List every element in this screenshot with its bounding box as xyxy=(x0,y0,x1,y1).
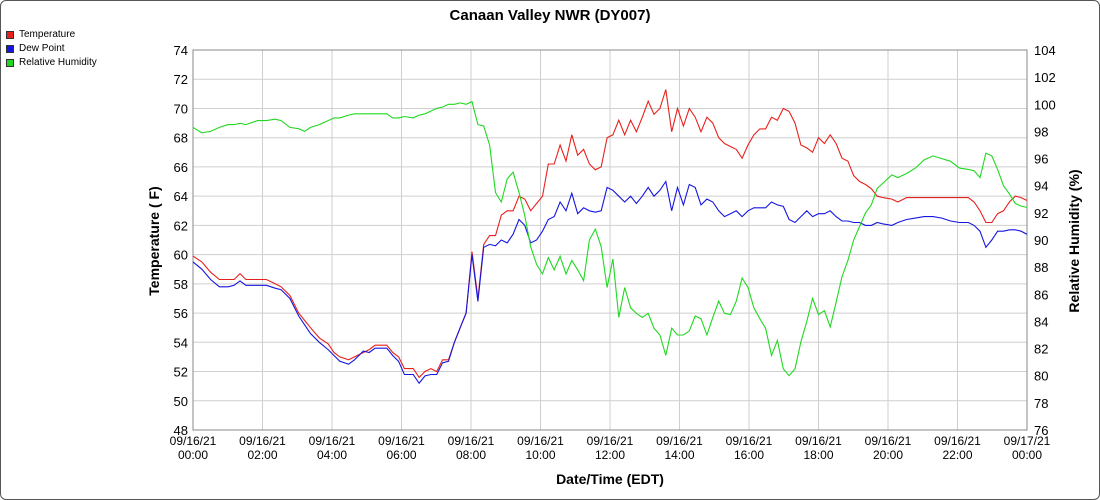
y-left-tick-label: 54 xyxy=(174,335,188,350)
y-left-tick-label: 70 xyxy=(174,101,188,116)
legend-label-dew-point: Dew Point xyxy=(19,43,65,54)
legend-item-dew-point: Dew Point xyxy=(6,43,65,54)
x-tick-time-label: 08:00 xyxy=(456,448,486,462)
y-left-tick-label: 60 xyxy=(174,248,188,263)
y-right-tick-label: 100 xyxy=(1034,97,1056,112)
x-tick-time-label: 10:00 xyxy=(525,448,555,462)
series-line-relative-humidity xyxy=(192,100,1028,377)
x-axis-title: Date/Time (EDT) xyxy=(556,471,664,487)
x-tick-time-label: 16:00 xyxy=(734,448,764,462)
x-tick-date-label: 09/16/21 xyxy=(587,434,634,448)
y-right-tick-label: 88 xyxy=(1034,260,1048,275)
y-right-tick-label: 84 xyxy=(1034,314,1048,329)
y-axis-title-right: Relative Humidity (%) xyxy=(1066,169,1082,312)
y-left-tick-label: 58 xyxy=(174,277,188,292)
y-axis-title-left: Temperature ( F) xyxy=(146,186,162,295)
x-tick-date-label: 09/16/21 xyxy=(448,434,495,448)
legend-swatch-relative-humidity xyxy=(6,58,14,67)
y-left-tick-label: 68 xyxy=(174,131,188,146)
legend-swatch-temperature xyxy=(6,30,14,39)
y-right-tick-label: 82 xyxy=(1034,342,1048,357)
y-left-tick-label: 74 xyxy=(174,43,188,58)
series-lines xyxy=(192,89,1028,385)
x-tick-time-label: 02:00 xyxy=(247,448,277,462)
x-tick-date-label: 09/16/21 xyxy=(726,434,773,448)
y-right-tick-label: 92 xyxy=(1034,206,1048,221)
x-tick-time-label: 06:00 xyxy=(386,448,416,462)
x-tick-date-label: 09/16/21 xyxy=(934,434,981,448)
series-line-dew-point xyxy=(192,180,1028,385)
x-tick-time-label: 22:00 xyxy=(942,448,972,462)
y-right-tick-label: 104 xyxy=(1034,43,1056,58)
y-left-tick-label: 72 xyxy=(174,72,188,87)
axes: 48 50 52 54 56 58 60 62 64 66 68 70 72 74 76 78 80 82 84 86… xyxy=(170,43,1056,462)
x-tick-date-label: 09/16/21 xyxy=(170,434,217,448)
legend-swatch-dew-point xyxy=(6,44,14,53)
y-right-tick-label: 86 xyxy=(1034,287,1048,302)
legend-label-relative-humidity: Relative Humidity xyxy=(19,57,97,68)
x-tick-date-label: 09/16/21 xyxy=(517,434,564,448)
x-tick-date-label: 09/16/21 xyxy=(865,434,912,448)
y-right-tick-label: 96 xyxy=(1034,152,1048,167)
y-right-tick-label: 98 xyxy=(1034,124,1048,139)
y-left-tick-label: 66 xyxy=(174,160,188,175)
chart-title: Canaan Valley NWR (DY007) xyxy=(450,7,651,24)
y-left-tick-label: 52 xyxy=(174,365,188,380)
y-right-tick-label: 94 xyxy=(1034,179,1048,194)
y-right-tick-label: 90 xyxy=(1034,233,1048,248)
x-tick-time-label: 20:00 xyxy=(873,448,903,462)
legend-item-temperature: Temperature xyxy=(6,29,75,40)
y-right-tick-label: 76 xyxy=(1034,423,1048,438)
legend-item-relative-humidity: Relative Humidity xyxy=(6,57,97,68)
x-tick-time-label: 00:00 xyxy=(178,448,208,462)
y-left-tick-label: 64 xyxy=(174,189,188,204)
legend-label-temperature: Temperature xyxy=(19,29,76,40)
x-tick-date-label: 09/17/21 xyxy=(1004,434,1051,448)
x-tick-time-label: 04:00 xyxy=(317,448,347,462)
x-tick-date-label: 09/16/21 xyxy=(656,434,703,448)
x-tick-time-label: 14:00 xyxy=(664,448,694,462)
y-right-tick-label: 102 xyxy=(1034,70,1056,85)
grid xyxy=(192,49,1028,431)
x-tick-time-label: 18:00 xyxy=(803,448,833,462)
x-tick-date-label: 09/16/21 xyxy=(378,434,425,448)
y-left-tick-label: 62 xyxy=(174,218,188,233)
y-left-tick-label: 56 xyxy=(174,306,188,321)
x-tick-date-label: 09/16/21 xyxy=(239,434,286,448)
plot-area-border xyxy=(192,49,1028,431)
y-left-tick-label: 48 xyxy=(174,423,188,438)
y-right-tick-label: 80 xyxy=(1034,369,1048,384)
x-tick-time-label: 12:00 xyxy=(595,448,625,462)
x-tick-date-label: 09/16/21 xyxy=(309,434,356,448)
y-left-tick-label: 50 xyxy=(174,394,188,409)
x-tick-date-label: 09/16/21 xyxy=(795,434,842,448)
y-right-tick-label: 78 xyxy=(1034,396,1048,411)
x-tick-time-label: 00:00 xyxy=(1012,448,1042,462)
